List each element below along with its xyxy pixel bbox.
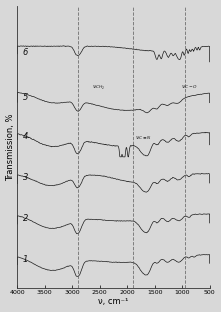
Text: 1: 1 xyxy=(23,255,28,264)
Text: $\nu_{CH_2}$: $\nu_{CH_2}$ xyxy=(92,83,105,92)
Text: $\nu_{C-O}$: $\nu_{C-O}$ xyxy=(181,83,198,91)
Text: 3: 3 xyxy=(23,173,28,182)
Text: 5: 5 xyxy=(23,93,28,102)
Text: $\nu_{C{\equiv}N}$: $\nu_{C{\equiv}N}$ xyxy=(135,134,152,142)
Text: 6: 6 xyxy=(23,48,28,57)
X-axis label: ν, cm⁻¹: ν, cm⁻¹ xyxy=(98,297,129,306)
Text: 2: 2 xyxy=(23,214,28,223)
Y-axis label: Transmission, %: Transmission, % xyxy=(6,113,15,181)
Text: 4: 4 xyxy=(23,132,28,141)
